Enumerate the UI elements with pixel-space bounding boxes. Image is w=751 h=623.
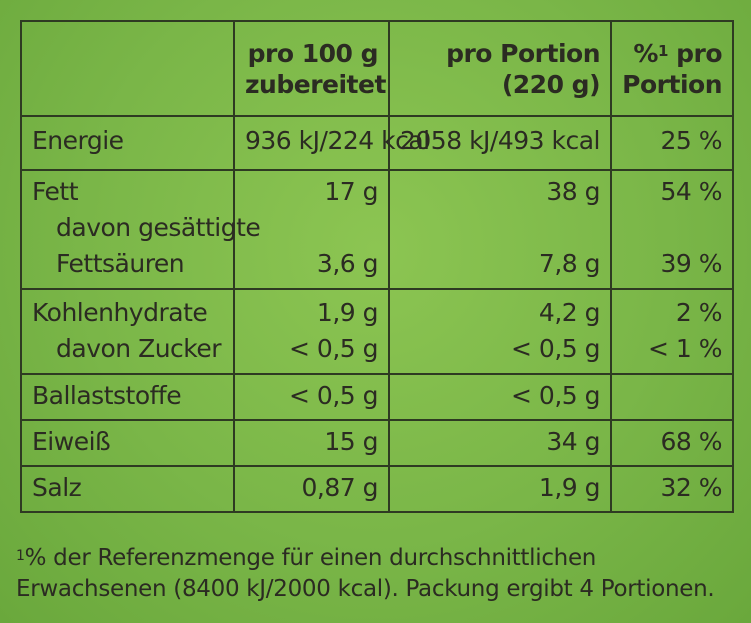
header-percent-pro: pro: [667, 39, 722, 68]
value-energie-portion: 2058 kJ/493 kcal: [388, 115, 612, 171]
header-percent-sign: %: [633, 39, 658, 68]
label-eiweiss: Eiweiß: [20, 419, 235, 467]
header-per-100g-line1: pro 100 g: [247, 39, 379, 68]
value-salz-pct: 32 %: [610, 465, 734, 513]
value-ballast-per100: < 0,5 g: [233, 373, 390, 421]
label-fett-sub-line1: davon gesättigte: [56, 213, 261, 242]
value-fett-per100: 17 g: [324, 177, 378, 206]
value-kh-pct: 2 %: [675, 298, 723, 327]
label-fett-sub-line2: Fettsäuren: [56, 249, 185, 278]
footnote: 1% der Referenzmenge für einen durchschn…: [16, 543, 736, 605]
value-fettsaeuren-portion: 7,8 g: [538, 249, 601, 278]
value-fett-per100-group: 17 g 3,6 g: [233, 169, 390, 290]
value-fettsaeuren-pct: 39 %: [660, 249, 722, 278]
row-energie: Energie 936 kJ/224 kcal 2058 kJ/493 kcal…: [20, 115, 734, 171]
footnote-line1: % der Referenzmenge für einen durchschni…: [24, 545, 597, 571]
value-zucker-pct: < 1 %: [647, 334, 723, 363]
label-fett: Fett: [32, 177, 79, 206]
header-percent-portion: %1 pro Portion: [610, 20, 734, 117]
value-energie-per100: 936 kJ/224 kcal: [233, 115, 430, 171]
value-fettsaeuren-per100: 3,6 g: [316, 249, 379, 278]
value-energie-pct: 25 %: [610, 115, 734, 171]
row-eiweiss: Eiweiß 15 g 34 g 68 %: [20, 419, 734, 467]
label-energie: Energie: [20, 115, 235, 171]
value-zucker-per100: < 0,5 g: [289, 334, 378, 363]
header-footnote-marker: 1: [657, 42, 668, 60]
row-salz: Salz 0,87 g 1,9 g 32 %: [20, 465, 734, 513]
header-row: pro 100 g zubereitet pro Portion (220 g)…: [20, 20, 734, 117]
value-kh-pct-group: 2 % < 1 %: [610, 288, 734, 375]
value-fett-pct-group: 54 % 39 %: [610, 169, 734, 290]
value-fett-portion: 38 g: [546, 177, 600, 206]
nutrition-table: pro 100 g zubereitet pro Portion (220 g)…: [20, 20, 734, 513]
row-ballaststoffe: Ballaststoffe < 0,5 g < 0,5 g: [20, 373, 734, 421]
value-kh-portion: 4,2 g: [538, 298, 601, 327]
footnote-line2: Erwachsenen (8400 kJ/2000 kcal). Packung…: [16, 576, 715, 602]
label-fett-group: Fett davon gesättigte Fettsäuren: [20, 169, 261, 290]
label-ballaststoffe: Ballaststoffe: [20, 373, 235, 421]
header-per-100g-line2: zubereitet: [245, 70, 386, 99]
value-fett-pct: 54 %: [660, 177, 722, 206]
value-eiweiss-portion: 34 g: [388, 419, 612, 467]
label-zucker: davon Zucker: [56, 334, 222, 363]
header-per-100g: pro 100 g zubereitet: [233, 20, 390, 117]
value-kh-portion-group: 4,2 g < 0,5 g: [388, 288, 612, 375]
label-kh-group: Kohlenhydrate davon Zucker: [20, 288, 235, 375]
label-kohlenhydrate: Kohlenhydrate: [32, 298, 208, 327]
header-percent-line2: Portion: [622, 70, 722, 99]
header-empty-cell: [20, 20, 235, 117]
header-per-portion: pro Portion (220 g): [388, 20, 612, 117]
value-zucker-portion: < 0,5 g: [511, 334, 600, 363]
header-per-portion-line1: pro Portion: [446, 39, 600, 68]
footnote-marker: 1: [16, 548, 25, 564]
row-fett: Fett davon gesättigte Fettsäuren 17 g 3,…: [20, 169, 734, 290]
value-fett-portion-group: 38 g 7,8 g: [388, 169, 612, 290]
value-kh-per100: 1,9 g: [316, 298, 379, 327]
label-salz: Salz: [20, 465, 235, 513]
value-eiweiss-per100: 15 g: [233, 419, 390, 467]
value-ballast-portion: < 0,5 g: [388, 373, 612, 421]
row-kohlenhydrate: Kohlenhydrate davon Zucker 1,9 g < 0,5 g…: [20, 288, 734, 375]
value-ballast-pct: [610, 373, 734, 421]
value-salz-portion: 1,9 g: [388, 465, 612, 513]
nutrition-table-container: pro 100 g zubereitet pro Portion (220 g)…: [20, 20, 734, 539]
value-salz-per100: 0,87 g: [233, 465, 390, 513]
value-eiweiss-pct: 68 %: [610, 419, 734, 467]
header-per-portion-line2: (220 g): [501, 70, 601, 99]
value-kh-per100-group: 1,9 g < 0,5 g: [233, 288, 390, 375]
